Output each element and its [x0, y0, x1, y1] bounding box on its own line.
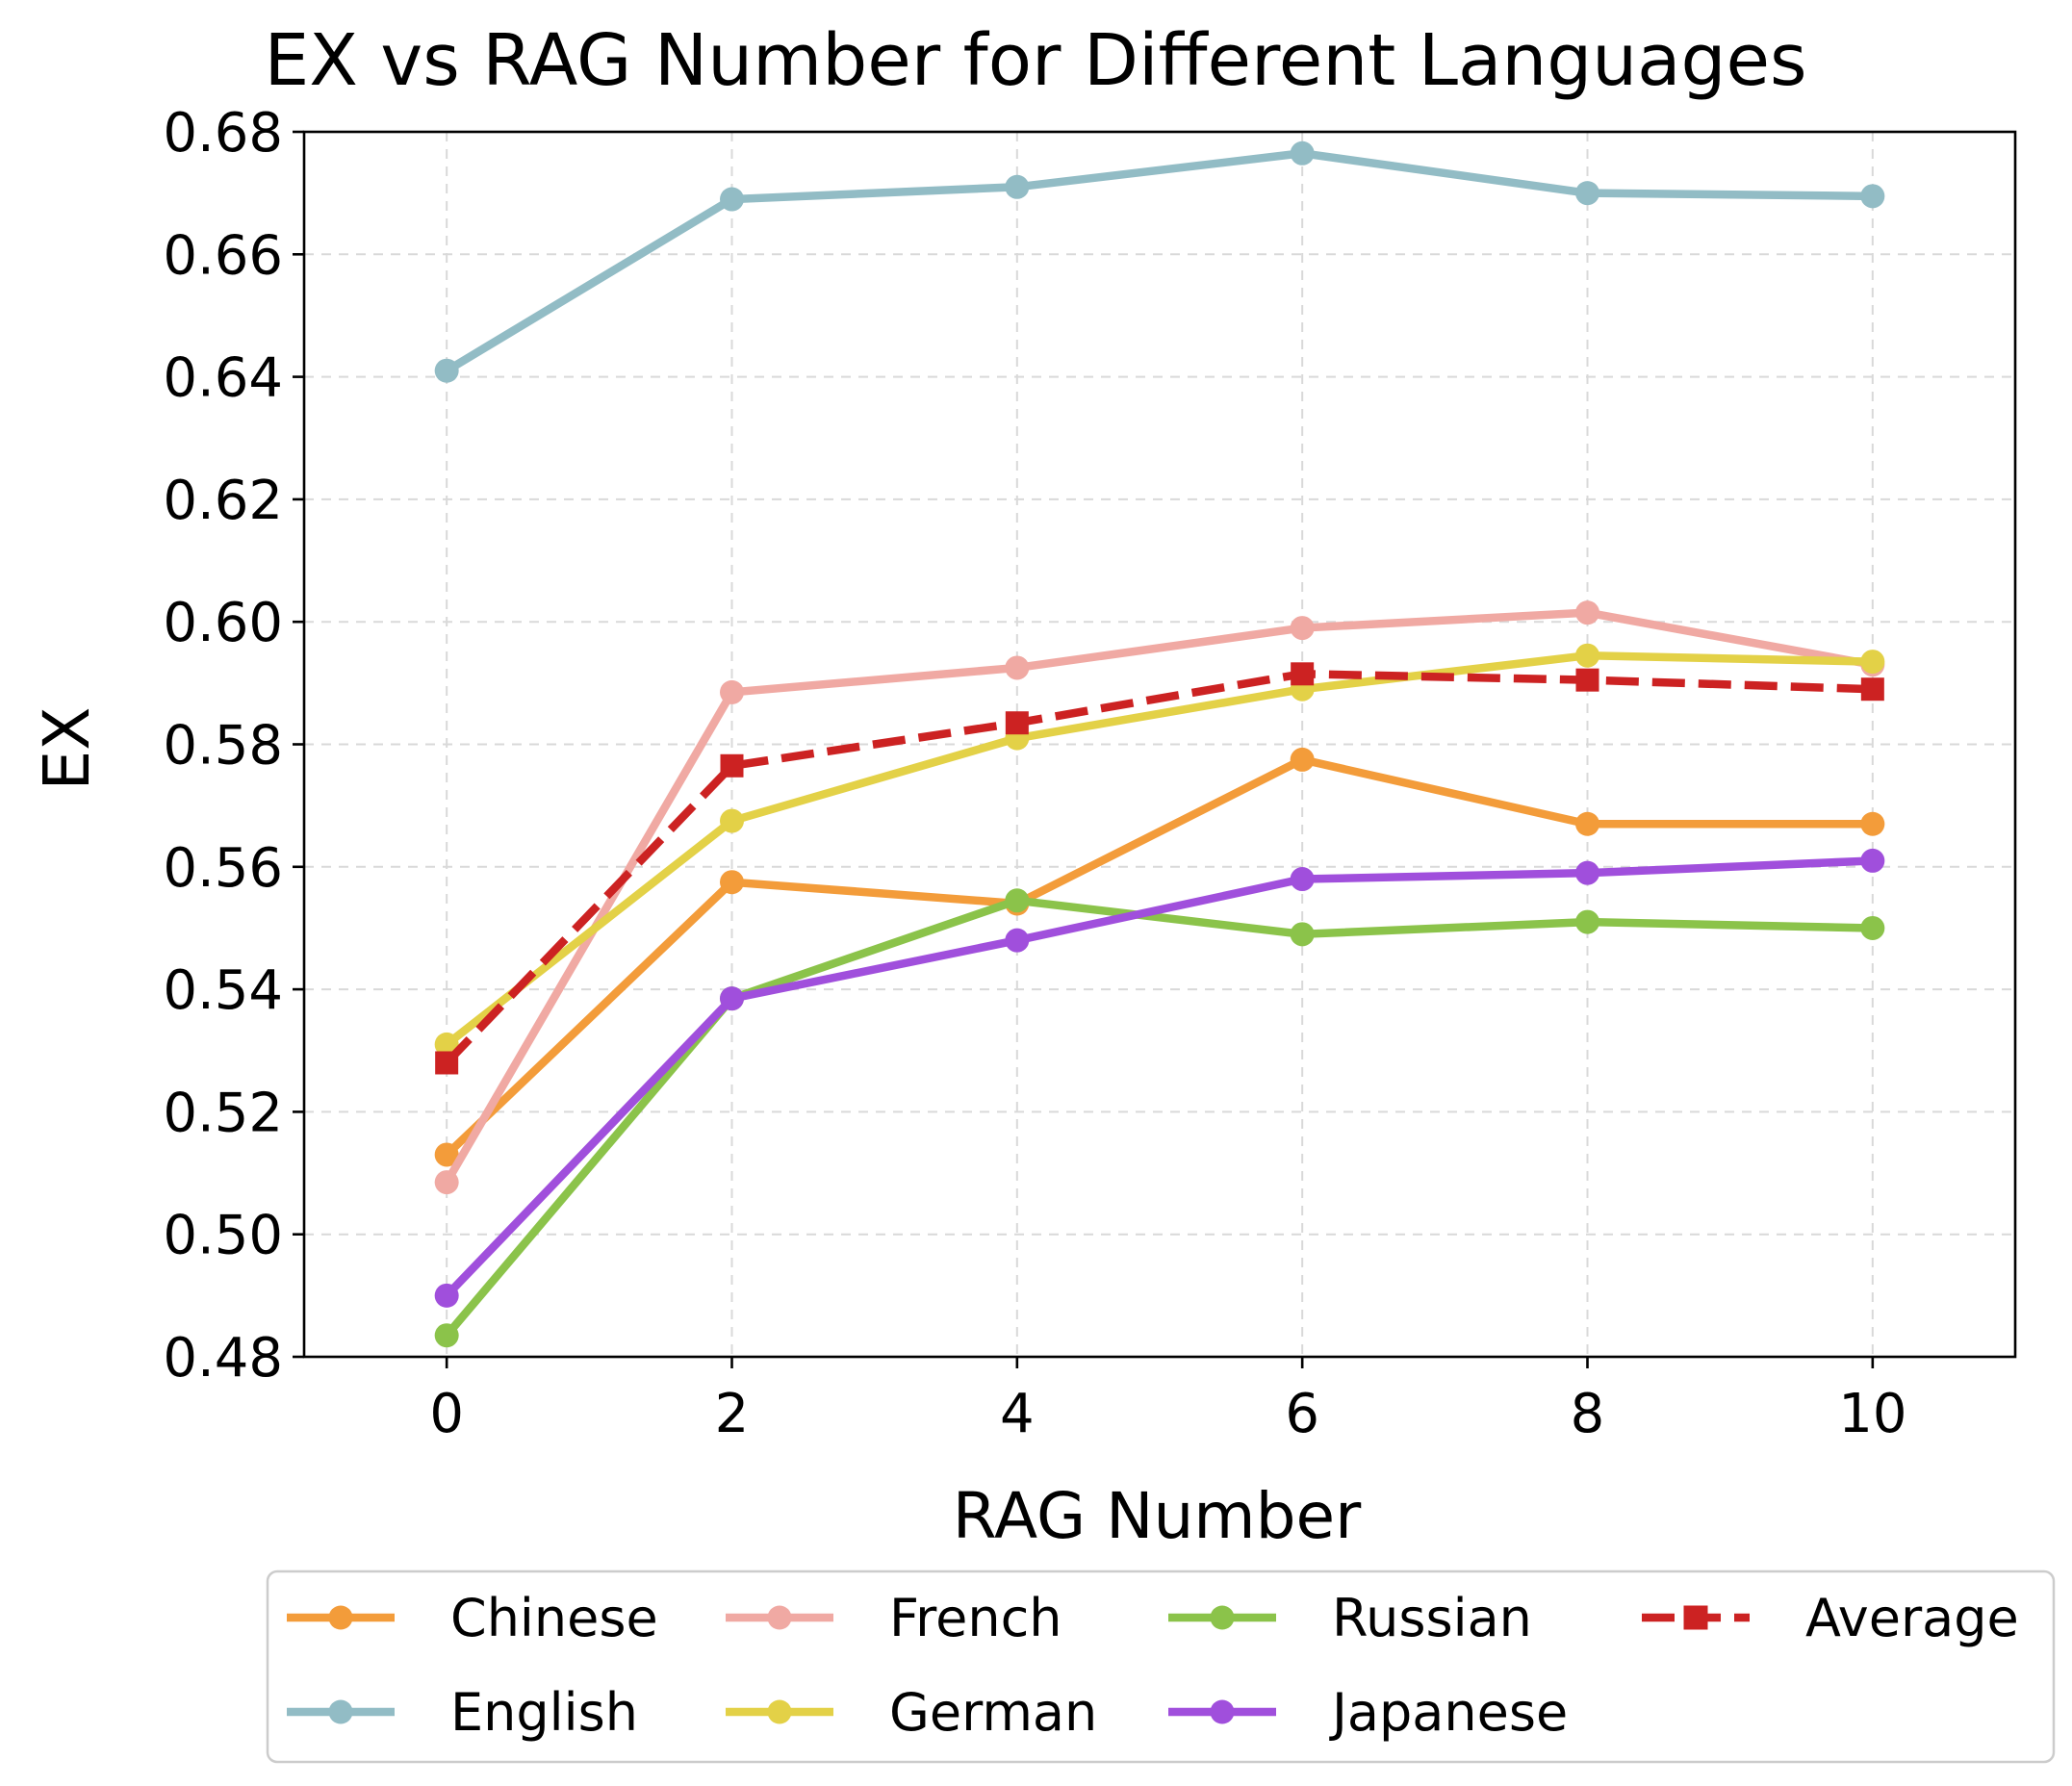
x-tick-label: 8 [1571, 1383, 1605, 1445]
german-line [444, 651, 1873, 1048]
series-average [435, 662, 1884, 1075]
legend-item-chinese: Chinese [287, 1588, 658, 1648]
average-point [1860, 677, 1884, 702]
french-point [1575, 600, 1599, 625]
legend-item-average: Average [1642, 1588, 2019, 1648]
chinese-line [444, 755, 1873, 1159]
y-tick-label: 0.62 [163, 470, 283, 532]
japanese-point [720, 986, 744, 1011]
y-tick-label: 0.48 [163, 1327, 283, 1390]
chinese-point [1575, 811, 1599, 836]
legend-label: Russian [1332, 1588, 1532, 1648]
x-tick-label: 6 [1285, 1383, 1319, 1445]
french-point [434, 1170, 459, 1195]
russian-point [1575, 909, 1599, 934]
average-line [444, 670, 1873, 1066]
english-point [1005, 174, 1030, 199]
legend-frame [266, 1569, 2056, 1764]
x-tick-label: 0 [429, 1383, 464, 1445]
y-tick-label: 0.52 [163, 1082, 283, 1144]
russian-point [1005, 888, 1030, 913]
y-tick-label: 0.66 [163, 224, 283, 287]
y-tick-label: 0.58 [163, 715, 283, 778]
axis-ticks: 0 2 4 6 8 10 0.48 0.50 0.52 0.54 0.56 0.58 0.60 0.62 0… [163, 102, 1906, 1445]
japanese-point [1290, 867, 1315, 892]
legend-item-german: German [726, 1682, 1097, 1743]
legend-label: German [889, 1682, 1097, 1743]
english-point [1860, 184, 1885, 209]
chinese-point [328, 1605, 353, 1630]
french-line [443, 608, 1874, 1185]
legend-label: English [450, 1682, 638, 1743]
english-point [434, 358, 459, 383]
legend-label: French [889, 1588, 1062, 1648]
series-layer [434, 140, 1885, 1348]
chinese-point [1290, 747, 1315, 772]
average-point [1575, 668, 1599, 692]
french-point [720, 679, 744, 704]
japanese-point [1575, 860, 1599, 885]
japanese-point [1005, 928, 1030, 953]
legend-item-japanese: Japanese [1168, 1682, 1568, 1743]
russian-point [434, 1323, 459, 1348]
german-point [1575, 643, 1599, 668]
legend-item-russian: Russian [1168, 1588, 1532, 1648]
y-tick-label: 0.60 [163, 592, 283, 654]
y-tick-label: 0.64 [163, 347, 283, 410]
chinese-point [1860, 811, 1885, 836]
series-german [434, 643, 1885, 1057]
japanese-point [1860, 848, 1885, 873]
series-english [434, 140, 1885, 383]
english-line [444, 149, 1873, 374]
english-point [720, 187, 744, 212]
japanese-point [1210, 1699, 1235, 1724]
x-tick-label: 4 [1000, 1383, 1035, 1445]
y-tick-label: 0.68 [163, 102, 283, 165]
chart-title: EX vs RAG Number for Different Languages [264, 19, 1806, 102]
french-point [1005, 655, 1030, 680]
german-point [1860, 650, 1885, 675]
legend-label: Chinese [450, 1588, 658, 1648]
average-point [435, 1051, 459, 1075]
japanese-point [434, 1283, 459, 1308]
y-tick-label: 0.56 [163, 837, 283, 900]
average-point [720, 753, 744, 778]
y-tick-label: 0.54 [163, 959, 283, 1022]
x-tick-label: 10 [1838, 1383, 1906, 1445]
french-point [1290, 616, 1315, 641]
series-japanese [434, 848, 1885, 1308]
x-axis-label: RAG Number [953, 1479, 1362, 1553]
chinese-point [720, 870, 744, 895]
english-point [328, 1699, 353, 1724]
german-point [434, 1032, 459, 1057]
legend-label: Japanese [1329, 1682, 1568, 1743]
russian-point [1290, 922, 1315, 947]
english-point [1290, 140, 1315, 166]
german-point [767, 1699, 792, 1724]
average-point [1005, 711, 1029, 735]
average-point [1683, 1605, 1708, 1630]
legend-label: Average [1805, 1588, 2019, 1648]
japanese-line [444, 856, 1874, 1299]
x-tick-label: 2 [715, 1383, 750, 1445]
series-french [434, 600, 1885, 1195]
legend-item-english: English [287, 1682, 638, 1743]
y-tick-label: 0.50 [163, 1205, 283, 1267]
legend-item-french: French [726, 1588, 1062, 1648]
y-axis-label: EX [30, 707, 104, 791]
average-point [1291, 662, 1315, 686]
russian-point [1860, 915, 1885, 940]
chinese-point [434, 1142, 459, 1167]
french-point [767, 1605, 792, 1630]
german-point [720, 808, 744, 833]
legend: Chinese English French German Russian Japanes… [266, 1569, 2056, 1764]
russian-point [1210, 1605, 1235, 1630]
russian-line [443, 896, 1873, 1339]
series-chinese [434, 747, 1885, 1167]
english-point [1575, 181, 1599, 206]
